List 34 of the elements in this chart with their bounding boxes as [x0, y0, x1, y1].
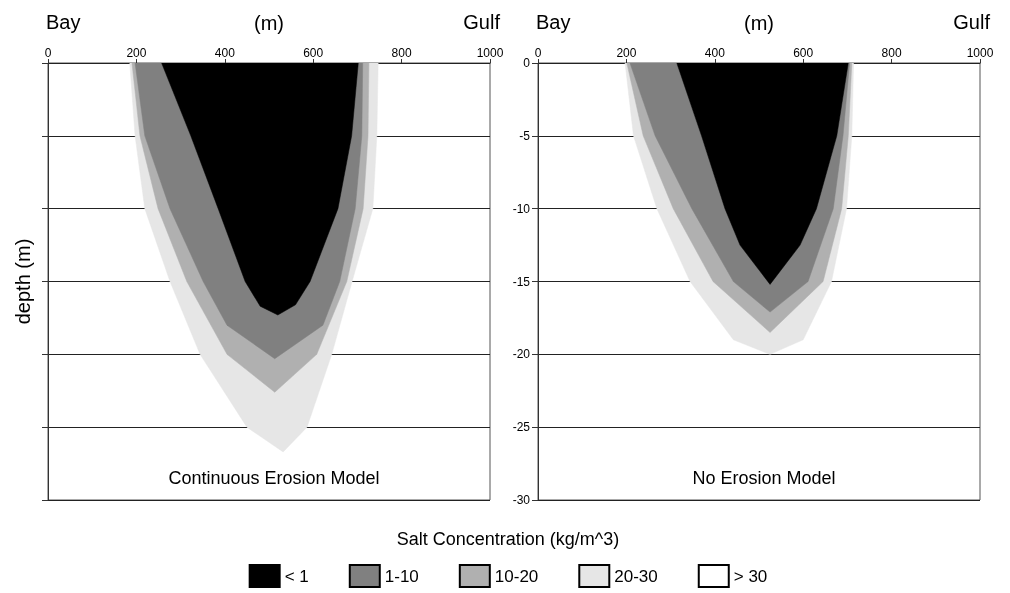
text: Continuous Erosion Model — [168, 468, 380, 488]
y-tick-label: -25 — [512, 420, 531, 435]
x-tick-label: 400 — [704, 46, 726, 60]
y-tick-label: -20 — [512, 347, 531, 362]
x-tick-label: 400 — [214, 46, 236, 60]
x-tick-label: 600 — [793, 46, 814, 60]
y-tick-label: -5 — [519, 128, 531, 143]
legend-label: 20-30 — [614, 566, 658, 586]
legend-title: Salt Concentration (kg/m^3) — [396, 529, 620, 549]
x-axis-title: (m) — [744, 12, 774, 34]
x-tick-label: 600 — [303, 46, 324, 60]
y-axis-title: depth (m) — [12, 238, 34, 325]
x-tick-label: 1000 — [476, 46, 504, 60]
text: Gulf — [463, 11, 501, 33]
text: No Erosion Model — [692, 468, 836, 488]
x-tick-label: 0 — [44, 46, 52, 60]
y-tick-label: 0 — [523, 56, 531, 70]
x-tick-label: 0 — [534, 46, 542, 60]
y-tick-label: -30 — [512, 493, 531, 507]
x-axis-title: (m) — [254, 12, 284, 34]
x-tick-label: 800 — [881, 46, 902, 60]
x-tick-label: 200 — [616, 46, 637, 60]
x-tick-label: 1000 — [966, 46, 994, 60]
text: Gulf — [953, 11, 991, 33]
legend-label: 1-10 — [384, 566, 419, 586]
x-tick-label: 200 — [126, 46, 147, 60]
text: Bay — [46, 11, 81, 33]
legend-label: < 1 — [284, 566, 309, 586]
y-tick-label: -15 — [512, 274, 531, 289]
y-tick-label: -10 — [512, 201, 531, 216]
text: Bay — [536, 11, 571, 33]
legend-label: > 30 — [733, 566, 768, 586]
x-tick-label: 800 — [391, 46, 412, 60]
legend-label: 10-20 — [494, 566, 539, 586]
